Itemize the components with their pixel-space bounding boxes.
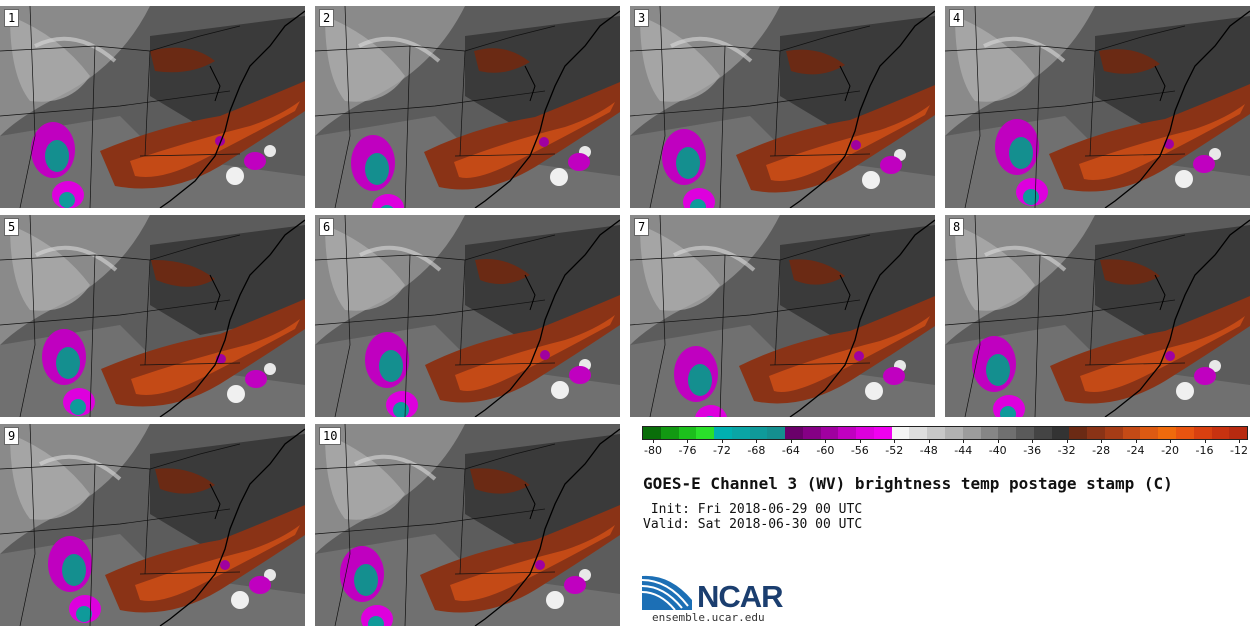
colorbar-tick-label: -52 xyxy=(885,444,904,457)
valid-time: Valid: Sat 2018-06-30 00 UTC xyxy=(643,517,863,532)
colorbar-swatch xyxy=(1016,427,1034,439)
stamp-number: 1 xyxy=(4,9,20,27)
colorbar-swatch xyxy=(909,427,928,439)
colorbar-tick xyxy=(894,439,896,443)
colorbar-tick xyxy=(790,439,792,443)
colorbar-tick xyxy=(653,439,654,443)
colorbar-swatch xyxy=(873,427,892,439)
stamp-panel: 3 xyxy=(630,6,935,208)
colorbar-tick xyxy=(1239,439,1240,443)
colorbar-tick-label: -16 xyxy=(1195,444,1214,457)
colorbar-swatch xyxy=(1122,427,1141,439)
colorbar-tick-label: -56 xyxy=(850,444,869,457)
stamp-panel: 4 xyxy=(945,6,1250,208)
colorbar-tick xyxy=(687,439,689,443)
colorbar xyxy=(642,426,1248,440)
colorbar-tick-label: -48 xyxy=(919,444,938,457)
stamp-panel: 10 xyxy=(315,424,620,626)
figure-title: GOES-E Channel 3 (WV) brightness temp po… xyxy=(643,474,1173,493)
colorbar-tick-labels: -80 -76 -72 -68 -64 -60 -56 -52 -48 -44 -40 -36 -32 -… xyxy=(642,444,1248,460)
colorbar-swatch xyxy=(838,427,857,439)
stamp-panel: 1 xyxy=(0,6,305,208)
colorbar-swatch xyxy=(820,427,839,439)
stamp-number: 8 xyxy=(949,218,965,236)
colorbar-swatch xyxy=(643,427,661,439)
colorbar-swatch xyxy=(660,427,679,439)
colorbar-tick xyxy=(963,439,965,443)
colorbar-tick xyxy=(997,439,999,443)
stamp-panel: 9 xyxy=(0,424,305,626)
colorbar-tick xyxy=(1101,439,1103,443)
colorbar-swatch xyxy=(767,427,786,439)
colorbar-swatch xyxy=(1104,427,1123,439)
stamp-number: 3 xyxy=(634,9,650,27)
colorbar-tick-label: -36 xyxy=(1023,444,1042,457)
colorbar-tick-label: -28 xyxy=(1092,444,1111,457)
colorbar-tick xyxy=(928,439,930,443)
stamp-number: 6 xyxy=(319,218,335,236)
colorbar-swatch xyxy=(891,427,910,439)
colorbar-tick-lines xyxy=(642,439,1248,444)
ncar-logo-text: NCAR xyxy=(697,579,784,614)
stamp-number: 7 xyxy=(634,218,650,236)
colorbar-tick-label: -44 xyxy=(954,444,973,457)
stamp-number: 4 xyxy=(949,9,965,27)
colorbar-tick xyxy=(859,439,861,443)
colorbar-swatch xyxy=(785,427,803,439)
colorbar-swatch xyxy=(696,427,715,439)
colorbar-tick xyxy=(1170,439,1172,443)
colorbar-swatch xyxy=(1193,427,1212,439)
colorbar-tick xyxy=(825,439,827,443)
stamp-panel: 6 xyxy=(315,215,620,417)
colorbar-tick-label: -68 xyxy=(747,444,766,457)
colorbar-swatch xyxy=(856,427,874,439)
colorbar-tick xyxy=(721,439,723,443)
colorbar-swatch xyxy=(1175,427,1194,439)
stamp-number: 5 xyxy=(4,218,20,236)
colorbar-tick-label: -80 xyxy=(644,444,662,457)
colorbar-swatch xyxy=(749,427,768,439)
ncar-logo-icon xyxy=(642,575,692,611)
colorbar-swatch xyxy=(714,427,732,439)
colorbar-swatch xyxy=(802,427,821,439)
colorbar-tick-label: -24 xyxy=(1126,444,1145,457)
colorbar-tick xyxy=(1032,439,1034,443)
colorbar-tick xyxy=(1066,439,1068,443)
colorbar-tick-label: -12 xyxy=(1230,444,1248,457)
stamp-panel: 7 xyxy=(630,215,935,417)
stamp-number: 2 xyxy=(319,9,335,27)
colorbar-swatch xyxy=(998,427,1017,439)
colorbar-swatch xyxy=(1229,427,1248,439)
colorbar-swatch xyxy=(1158,427,1176,439)
colorbar-tick-label: -76 xyxy=(678,444,697,457)
colorbar-tick-label: -32 xyxy=(1057,444,1076,457)
site-url: ensemble.ucar.edu xyxy=(652,611,765,624)
colorbar-swatch xyxy=(1069,427,1088,439)
colorbar-tick-label: -72 xyxy=(712,444,731,457)
colorbar-tick-label: -64 xyxy=(781,444,800,457)
colorbar-swatch xyxy=(1051,427,1070,439)
colorbar-tick-label: -40 xyxy=(988,444,1007,457)
colorbar-tick-label: -20 xyxy=(1161,444,1180,457)
colorbar-swatch xyxy=(1033,427,1052,439)
colorbar-swatch xyxy=(945,427,963,439)
colorbar-tick-label: -60 xyxy=(816,444,835,457)
stamp-panel: 5 xyxy=(0,215,305,417)
stamp-number: 9 xyxy=(4,427,20,445)
colorbar-swatch xyxy=(731,427,750,439)
colorbar-swatch xyxy=(1140,427,1159,439)
colorbar-swatch xyxy=(980,427,999,439)
stamp-number: 10 xyxy=(319,427,342,445)
colorbar-tick xyxy=(1204,439,1206,443)
init-time: Init: Fri 2018-06-29 00 UTC xyxy=(643,502,863,517)
colorbar-swatch xyxy=(927,427,946,439)
colorbar-swatch xyxy=(1087,427,1105,439)
colorbar-tick xyxy=(756,439,758,443)
colorbar-swatch xyxy=(1211,427,1230,439)
colorbar-tick xyxy=(1135,439,1137,443)
stamp-panel: 2 xyxy=(315,6,620,208)
stamp-panel: 8 xyxy=(945,215,1250,417)
colorbar-swatch xyxy=(678,427,697,439)
colorbar-swatch xyxy=(962,427,981,439)
